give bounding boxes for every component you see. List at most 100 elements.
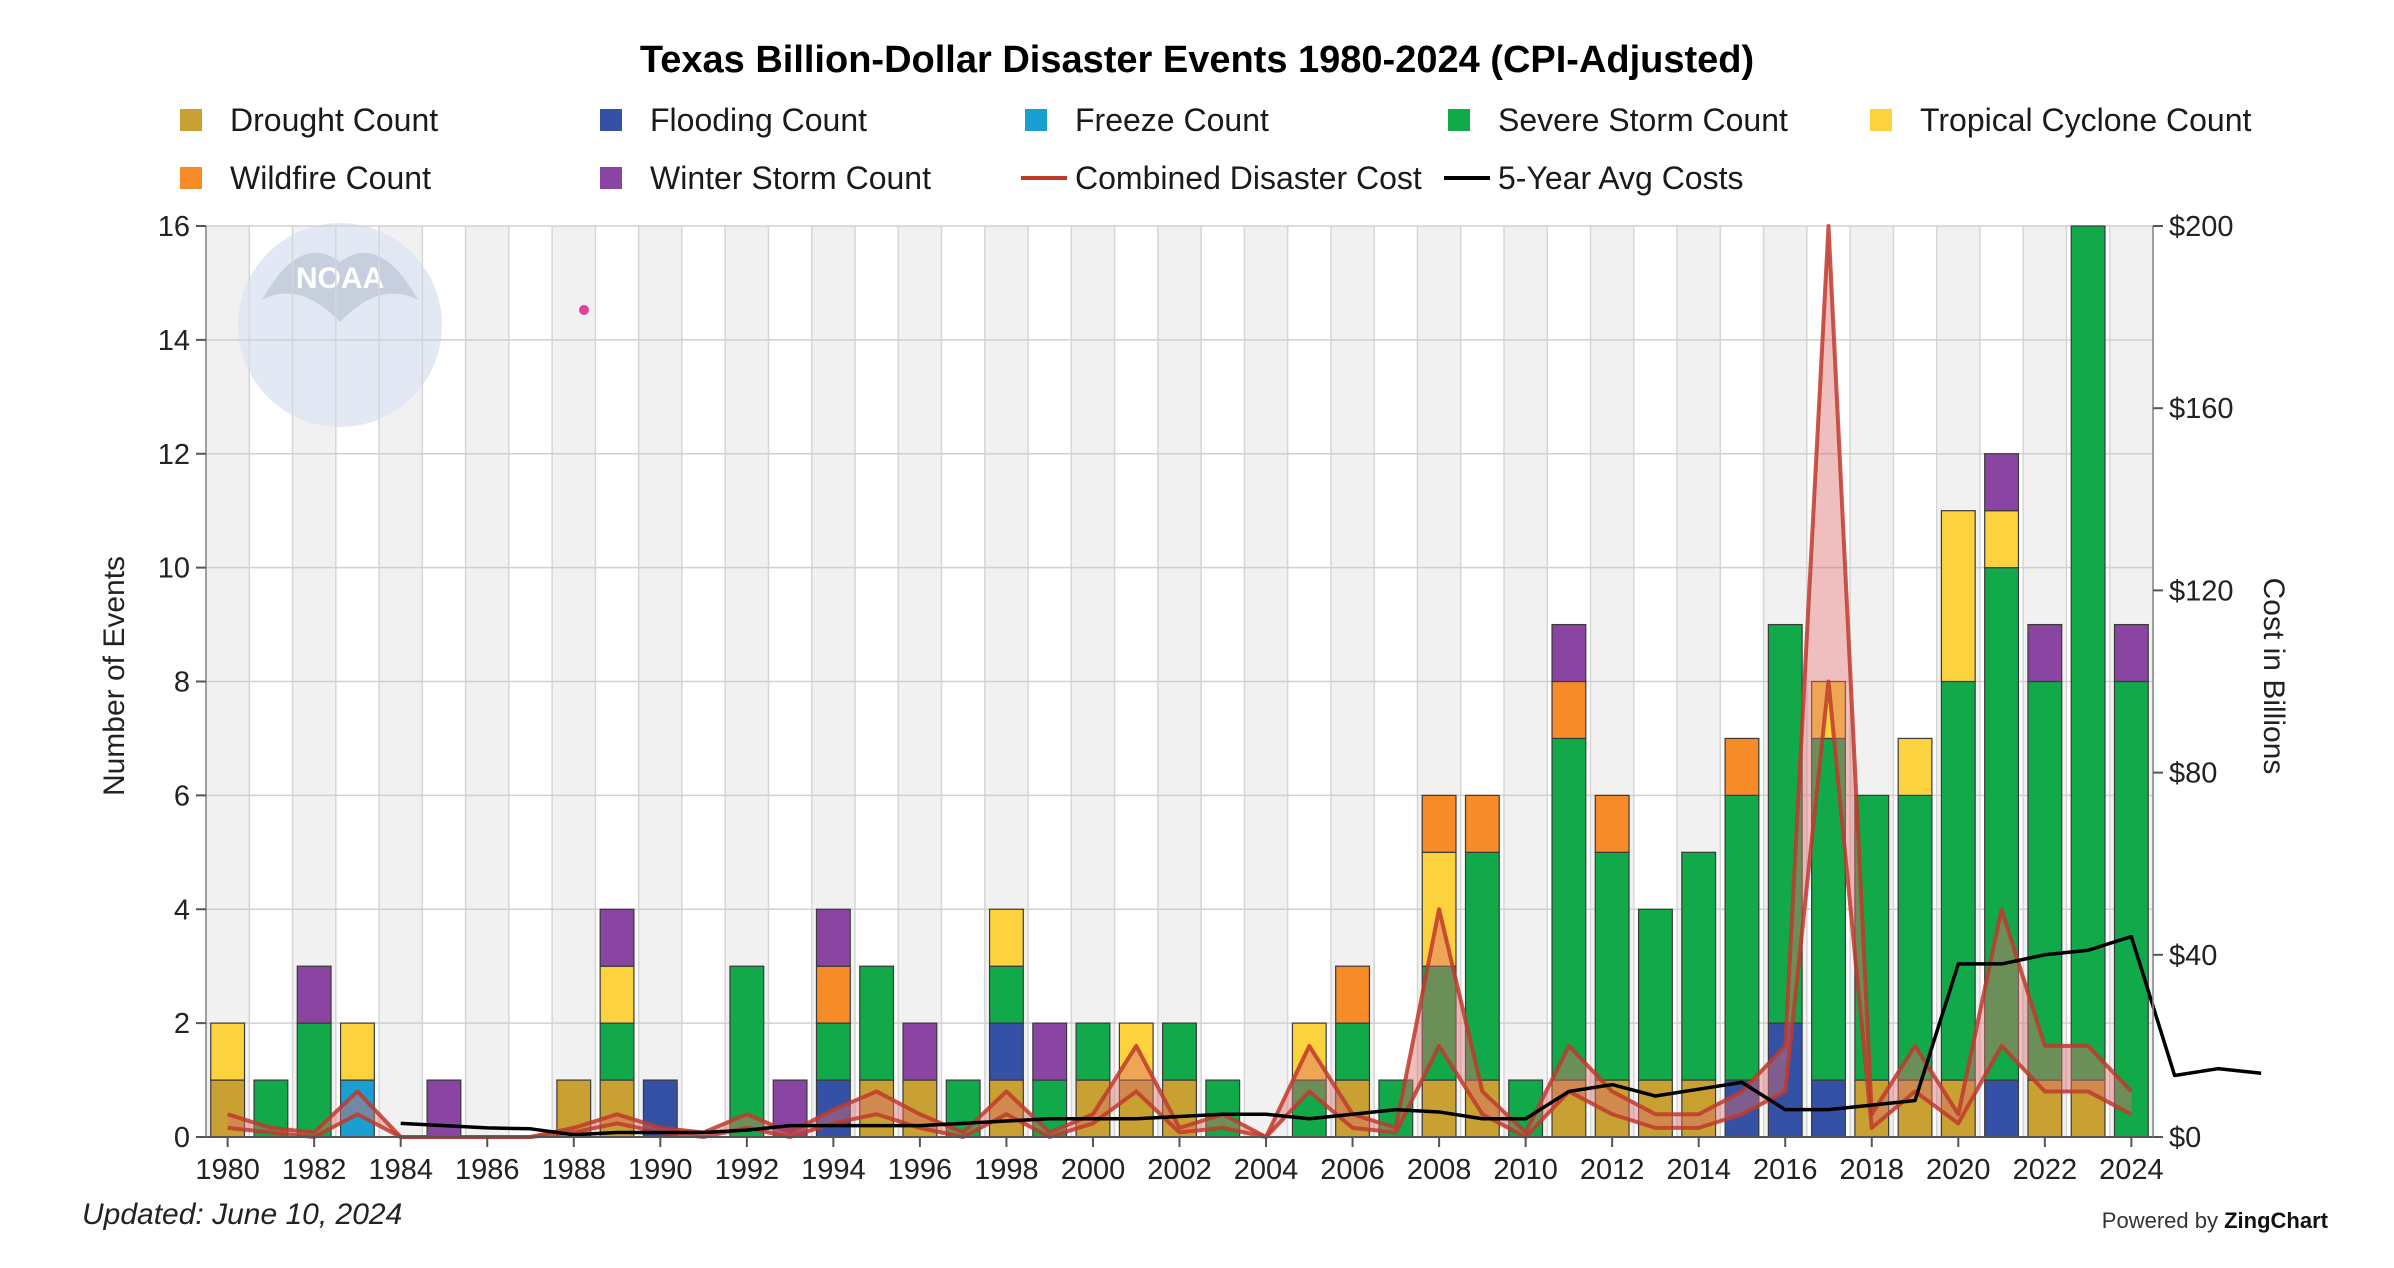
bar-severe-storm-count <box>988 965 1024 1024</box>
x-tick-label: 1980 <box>195 1154 260 1186</box>
noaa-logo-circle <box>238 223 442 427</box>
bar-winter-storm-count <box>1551 623 1587 683</box>
bar-winter-storm-count <box>599 908 635 967</box>
bar-severe-storm-count <box>2113 680 2149 1138</box>
y2-tick-label: $40 <box>2169 940 2217 972</box>
legend-label-tropical-cyclone-count: Tropical Cyclone Count <box>1920 102 2252 138</box>
legend-label-5-year-avg-costs: 5-Year Avg Costs <box>1498 160 1743 196</box>
bars <box>210 225 2149 1138</box>
x-tick-label: 1982 <box>282 1154 347 1186</box>
bar-winter-storm-count <box>2113 623 2149 683</box>
bar-tropical-cyclone-count <box>988 908 1024 967</box>
legend-marker-tropical-cyclone-count <box>1870 109 1892 131</box>
legend-label-freeze-count: Freeze Count <box>1075 102 1269 138</box>
bar-severe-storm-count <box>1594 851 1630 1081</box>
x-tick-label: 1994 <box>801 1154 866 1186</box>
bar-severe-storm-count <box>1681 851 1717 1081</box>
legend-label-severe-storm-count: Severe Storm Count <box>1498 102 1788 138</box>
bar-severe-storm-count <box>815 1022 851 1081</box>
bar-drought-count <box>599 1079 635 1138</box>
bar-severe-storm-count <box>729 965 765 1138</box>
annotation-dot <box>579 305 589 315</box>
bar-winter-storm-count <box>426 1079 462 1138</box>
bar-severe-storm-count <box>1854 794 1890 1081</box>
x-tick-label: 2010 <box>1493 1154 1558 1186</box>
y2-tick-label: $160 <box>2169 393 2234 425</box>
x-tick-label: 2024 <box>2099 1154 2164 1186</box>
bar-tropical-cyclone-count <box>339 1022 375 1081</box>
legend-marker-drought-count <box>180 109 202 131</box>
x-tick-label: 2014 <box>1666 1154 1731 1186</box>
x-tick-label: 2000 <box>1061 1154 1126 1186</box>
x-tick-label: 2020 <box>1926 1154 1991 1186</box>
bar-winter-storm-count <box>1032 1022 1068 1081</box>
bar-severe-storm-count <box>2070 225 2106 1081</box>
legend-marker-freeze-count <box>1025 109 1047 131</box>
bar-winter-storm-count <box>2027 623 2063 683</box>
bar-wildfire-count <box>1551 680 1587 740</box>
bar-severe-storm-count <box>1940 680 1976 1081</box>
x-tick-label: 2006 <box>1320 1154 1385 1186</box>
powered-by: Powered by ZingChart <box>2102 1208 2328 1234</box>
x-tick-label: 1996 <box>888 1154 953 1186</box>
bar-flooding-count <box>988 1022 1024 1081</box>
legend-label-drought-count: Drought Count <box>230 102 438 138</box>
updated-note: Updated: June 10, 2024 <box>82 1198 403 1231</box>
bar-severe-storm-count <box>296 1022 332 1138</box>
bar-severe-storm-count <box>1897 794 1933 1081</box>
x-tick-label: 1990 <box>628 1154 693 1186</box>
y-axis-title: Number of Events <box>98 556 131 796</box>
x-tick-label: 2012 <box>1580 1154 1645 1186</box>
bar-flooding-count <box>1984 1079 2020 1138</box>
x-tick-label: 1992 <box>715 1154 780 1186</box>
x-tick-label: 1988 <box>542 1154 607 1186</box>
bar-wildfire-count <box>1724 737 1760 796</box>
bar-tropical-cyclone-count <box>210 1022 246 1081</box>
legend-marker-flooding-count <box>600 109 622 131</box>
x-tick-label: 2018 <box>1840 1154 1905 1186</box>
combined-cost-line-lower <box>227 679 2133 1139</box>
noaa-logo: NOAA <box>238 223 442 427</box>
bar-severe-storm-count <box>859 965 895 1081</box>
x-tick-label: 2004 <box>1234 1154 1299 1186</box>
bar-winter-storm-count <box>1984 453 2020 512</box>
y2-tick-label: $120 <box>2169 575 2234 607</box>
five-year-avg-line <box>400 934 2262 1137</box>
bar-winter-storm-count <box>296 965 332 1024</box>
bar-severe-storm-count <box>1162 1022 1197 1081</box>
legend-label-winter-storm-count: Winter Storm Count <box>650 160 931 196</box>
y-tick-label: 6 <box>174 780 190 812</box>
x-tick-label: 2016 <box>1753 1154 1818 1186</box>
legend-label-wildfire-count: Wildfire Count <box>230 160 431 196</box>
bar-severe-storm-count <box>1637 908 1673 1081</box>
y-tick-label: 8 <box>174 667 190 699</box>
y2-axis-title: Cost in Billions <box>2257 578 2290 775</box>
bar-severe-storm-count <box>1984 567 2020 1081</box>
x-tick-label: 1984 <box>368 1154 433 1186</box>
gridlines <box>205 225 2154 1138</box>
x-tick-label: 2002 <box>1147 1154 1212 1186</box>
noaa-logo-text: NOAA <box>296 262 384 295</box>
bar-severe-storm-count <box>1335 1022 1371 1081</box>
bar-severe-storm-count <box>1724 794 1760 1081</box>
bar-tropical-cyclone-count <box>1897 737 1933 796</box>
bar-winter-storm-count <box>815 908 851 967</box>
bar-wildfire-count <box>1464 794 1500 853</box>
bar-wildfire-count <box>1335 965 1371 1024</box>
x-tick-label: 2022 <box>2013 1154 2078 1186</box>
powered-by-brand[interactable]: ZingChart <box>2224 1208 2328 1233</box>
x-tick-label: 1998 <box>974 1154 1039 1186</box>
y-tick-label: 14 <box>158 325 190 357</box>
powered-by-prefix: Powered by <box>2101 1208 2218 1233</box>
legend-marker-wildfire-count <box>180 167 202 189</box>
bar-wildfire-count <box>1421 794 1457 853</box>
legend-marker-winter-storm-count <box>600 167 622 189</box>
bar-tropical-cyclone-count <box>599 965 635 1024</box>
bar-severe-storm-count <box>599 1022 635 1081</box>
bar-tropical-cyclone-count <box>1984 510 2020 569</box>
y-tick-label: 10 <box>158 553 190 585</box>
bar-wildfire-count <box>1594 794 1630 853</box>
x-tick-label: 2008 <box>1407 1154 1472 1186</box>
axes: 0 2 4 6 8 10 12 14 16 $0 $40 $80 $120 $160 $200 1980 198… <box>158 211 2234 1186</box>
